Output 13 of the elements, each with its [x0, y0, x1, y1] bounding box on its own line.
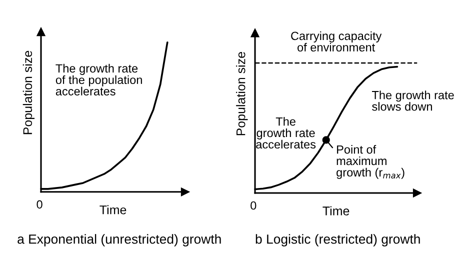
ref-line-label: Carrying capacity of environment [291, 31, 382, 52]
y-axis-title: Population size [22, 50, 35, 134]
x-axis-title: Time [100, 205, 126, 214]
text: 0 [250, 201, 256, 210]
annotation: The growth rate of the population accelerates [56, 64, 142, 96]
annotation: The growth rate slows down [372, 90, 454, 111]
annotation: The growth rate accelerates [256, 117, 316, 149]
x-axis-title: Time [322, 206, 350, 216]
y-axis-title: Population size [236, 52, 248, 136]
annotation: Point of maximum growth (r$_{max}$) [336, 145, 404, 179]
text: 0 [36, 200, 42, 209]
text: b Logistic (restricted) growth [256, 234, 420, 246]
text: a Exponential (unrestricted) growth [18, 234, 221, 246]
